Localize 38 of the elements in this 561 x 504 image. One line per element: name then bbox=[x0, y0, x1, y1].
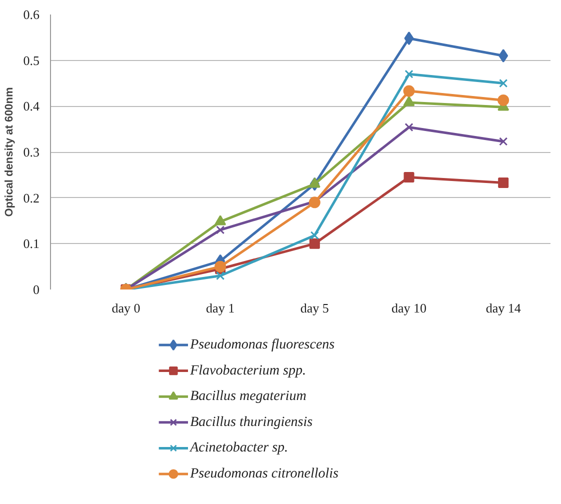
point bbox=[308, 178, 320, 188]
point bbox=[404, 70, 414, 78]
legend-label: Pseudomonas fluorescens bbox=[189, 338, 336, 352]
point bbox=[498, 49, 508, 62]
point bbox=[499, 137, 508, 146]
x-tick-label: day 14 bbox=[486, 300, 522, 316]
point bbox=[403, 85, 415, 97]
legend-label: Pseudomonas citronellolis bbox=[189, 466, 340, 482]
point bbox=[216, 271, 225, 280]
y-tick-label: 0.5 bbox=[23, 52, 40, 68]
legend-label: Bacillus megaterium bbox=[190, 389, 306, 404]
point bbox=[404, 172, 414, 182]
x-tick-label: day 0 bbox=[112, 300, 140, 316]
x-tick-label: day 10 bbox=[391, 300, 427, 316]
point bbox=[214, 260, 226, 272]
point bbox=[404, 32, 414, 46]
y-axis-title: Optical density at 600nm bbox=[3, 86, 16, 217]
point bbox=[308, 196, 320, 208]
point bbox=[310, 231, 319, 240]
y-tick-label: 0.1 bbox=[23, 236, 40, 252]
point bbox=[404, 122, 414, 132]
y-tick-label: 0 bbox=[33, 282, 40, 297]
y-tick-label: 0.6 bbox=[23, 7, 40, 22]
x-tick-label: day 5 bbox=[300, 300, 329, 316]
y-tick-label: 0.2 bbox=[23, 190, 40, 206]
x-tick-label: day 1 bbox=[206, 300, 235, 316]
legend-label: Flavobacterium spp. bbox=[189, 363, 306, 378]
point bbox=[214, 215, 226, 226]
y-tick-label: 0.4 bbox=[23, 98, 40, 114]
point bbox=[403, 96, 415, 106]
point bbox=[499, 78, 508, 88]
point bbox=[216, 226, 225, 234]
legend-label: Bacillus thuringiensis bbox=[190, 414, 314, 430]
point bbox=[498, 177, 509, 188]
point bbox=[498, 94, 510, 106]
point bbox=[309, 238, 320, 249]
y-tick-label: 0.3 bbox=[23, 144, 40, 160]
legend-label: Acinetobacter sp. bbox=[189, 440, 288, 456]
